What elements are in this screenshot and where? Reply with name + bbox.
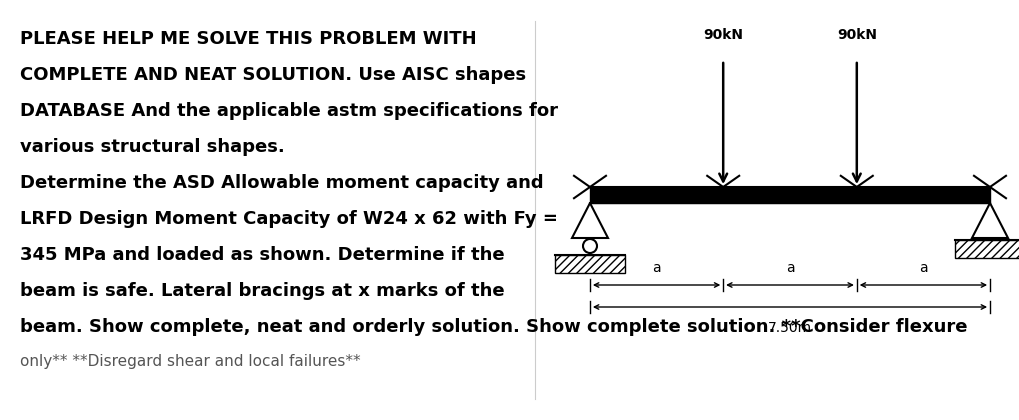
- Text: a: a: [651, 261, 660, 275]
- Text: LRFD Design Moment Capacity of W24 x 62 with Fy =: LRFD Design Moment Capacity of W24 x 62 …: [20, 210, 557, 228]
- Text: a: a: [785, 261, 794, 275]
- Text: DATABASE And the applicable astm specifications for: DATABASE And the applicable astm specifi…: [20, 102, 557, 120]
- Text: beam. Show complete, neat and orderly solution. Show complete solution. **Consid: beam. Show complete, neat and orderly so…: [20, 318, 967, 336]
- Text: COMPLETE AND NEAT SOLUTION. Use AISC shapes: COMPLETE AND NEAT SOLUTION. Use AISC sha…: [20, 66, 526, 84]
- Text: 7.50m: 7.50m: [767, 321, 811, 335]
- Text: a: a: [918, 261, 927, 275]
- Text: only** **Disregard shear and local failures**: only** **Disregard shear and local failu…: [20, 354, 361, 369]
- Text: 345 MPa and loaded as shown. Determine if the: 345 MPa and loaded as shown. Determine i…: [20, 246, 504, 264]
- Text: Determine the ASD Allowable moment capacity and: Determine the ASD Allowable moment capac…: [20, 174, 543, 192]
- Polygon shape: [971, 203, 1007, 238]
- Text: 90kN: 90kN: [836, 28, 876, 42]
- Text: PLEASE HELP ME SOLVE THIS PROBLEM WITH: PLEASE HELP ME SOLVE THIS PROBLEM WITH: [20, 30, 476, 48]
- Circle shape: [583, 239, 596, 253]
- Text: beam is safe. Lateral bracings at x marks of the: beam is safe. Lateral bracings at x mark…: [20, 282, 504, 300]
- Polygon shape: [589, 187, 989, 203]
- Polygon shape: [572, 203, 607, 238]
- Text: 90kN: 90kN: [702, 28, 743, 42]
- Text: various structural shapes.: various structural shapes.: [20, 138, 284, 156]
